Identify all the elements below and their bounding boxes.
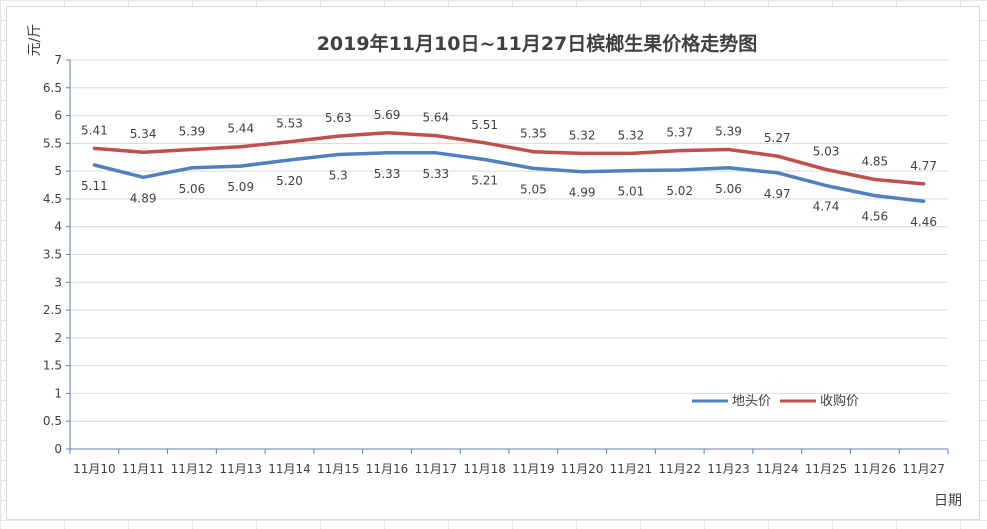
data-label-series-0: 5.33 [422, 167, 449, 181]
data-label-series-0: 5.06 [179, 182, 206, 196]
series-line-0 [92, 151, 926, 203]
x-tick-label: 11月21 [610, 462, 653, 476]
data-label-series-1: 5.53 [276, 117, 303, 131]
y-tick-label: 0.5 [43, 414, 62, 428]
data-label-series-0: 5.01 [618, 185, 645, 199]
x-tick-label: 11月20 [561, 462, 604, 476]
x-tick-label: 11月27 [902, 462, 945, 476]
y-tick-label: 1.5 [43, 359, 62, 373]
y-tick-label: 4.5 [43, 192, 62, 206]
data-label-series-1: 5.39 [715, 124, 742, 138]
y-tick-label: 1 [54, 386, 62, 400]
y-axis-ticks: 0 0.5 1 1.5 2 2.5 3 3.5 4 4.5 5 5.5 6 6.5 7 [43, 53, 62, 456]
chart-title: 2019年11月10日~11月27日槟榔生果价格走势图 [317, 32, 758, 55]
x-tick-label: 11月13 [219, 462, 262, 476]
chart-area[interactable] [6, 6, 980, 520]
data-label-series-1: 5.64 [422, 111, 449, 125]
data-label-series-1: 5.32 [618, 128, 645, 142]
x-tick-label: 11月16 [366, 462, 409, 476]
data-label-series-0: 5.33 [374, 167, 401, 181]
data-label-series-1: 5.63 [325, 111, 352, 125]
data-label-series-1: 4.85 [861, 154, 888, 168]
data-label-series-0: 5.09 [227, 180, 254, 194]
data-label-series-0: 5.05 [520, 182, 547, 196]
x-tick-label: 11月15 [317, 462, 360, 476]
x-axis-title: 日期 [934, 493, 962, 509]
y-tick-label: 6.5 [43, 81, 62, 95]
data-labels: 5.11 4.89 5.06 5.09 5.20 5.3 5.33 5.33 5.21 5.05 4… [81, 108, 937, 229]
legend: 地头价 收购价 [692, 393, 859, 409]
y-tick-label: 6 [54, 109, 62, 123]
data-label-series-1: 5.51 [471, 118, 498, 132]
series-line-1 [92, 131, 926, 186]
x-tick-label: 11月24 [756, 462, 799, 476]
data-label-series-1: 5.41 [81, 123, 108, 137]
data-label-series-1: 5.34 [130, 127, 157, 141]
data-label-series-0: 5.21 [471, 173, 498, 187]
data-label-series-1: 5.69 [374, 108, 401, 122]
data-label-series-0: 4.89 [130, 191, 157, 205]
data-label-series-1: 5.03 [813, 144, 840, 158]
y-tick-label: 5.5 [43, 136, 62, 150]
data-label-series-1: 5.32 [569, 128, 596, 142]
data-label-series-1: 5.27 [764, 131, 791, 145]
data-label-series-0: 5.3 [329, 168, 348, 182]
y-tick-label: 3 [54, 275, 62, 289]
legend-label-series-0: 地头价 [732, 394, 771, 409]
data-label-series-1: 5.39 [179, 124, 206, 138]
data-label-series-1: 5.44 [227, 122, 254, 136]
data-label-series-1: 5.35 [520, 127, 547, 141]
x-tick-label: 11月10 [73, 462, 116, 476]
x-tick-label: 11月12 [171, 462, 214, 476]
y-axis-title: 元/斤 [27, 24, 43, 57]
x-axis-ticks: 11月10 11月11 11月12 11月13 11月14 11月15 11月16 11月17… [73, 462, 945, 476]
legend-label-series-1: 收购价 [820, 393, 859, 409]
data-label-series-0: 4.99 [569, 186, 596, 200]
data-label-series-0: 4.56 [861, 210, 888, 224]
axes [66, 59, 949, 454]
data-label-series-1: 5.37 [666, 126, 693, 140]
y-tick-label: 4 [54, 220, 62, 234]
x-tick-label: 11月14 [268, 462, 311, 476]
x-tick-label: 11月25 [805, 462, 848, 476]
y-tick-label: 5 [54, 164, 62, 178]
x-tick-label: 11月19 [512, 462, 555, 476]
x-tick-label: 11月22 [658, 462, 701, 476]
data-label-series-0: 5.06 [715, 182, 742, 196]
data-series [92, 131, 926, 203]
x-tick-label: 11月18 [463, 462, 506, 476]
y-tick-label: 7 [54, 53, 62, 67]
gridlines [70, 59, 948, 422]
data-label-series-0: 5.11 [81, 179, 108, 193]
y-tick-label: 2 [54, 331, 62, 345]
y-tick-label: 3.5 [43, 248, 62, 262]
x-tick-label: 11月23 [707, 462, 750, 476]
data-label-series-0: 5.02 [666, 184, 693, 198]
data-label-series-0: 4.97 [764, 187, 791, 201]
data-label-series-1: 4.77 [910, 159, 937, 173]
y-tick-label: 2.5 [43, 303, 62, 317]
x-tick-label: 11月26 [854, 462, 897, 476]
y-tick-label: 0 [54, 442, 62, 456]
x-tick-label: 11月11 [122, 462, 165, 476]
data-label-series-0: 5.20 [276, 174, 303, 188]
x-tick-label: 11月17 [415, 462, 458, 476]
data-label-series-0: 4.46 [910, 215, 937, 229]
data-label-series-0: 4.74 [813, 200, 840, 214]
